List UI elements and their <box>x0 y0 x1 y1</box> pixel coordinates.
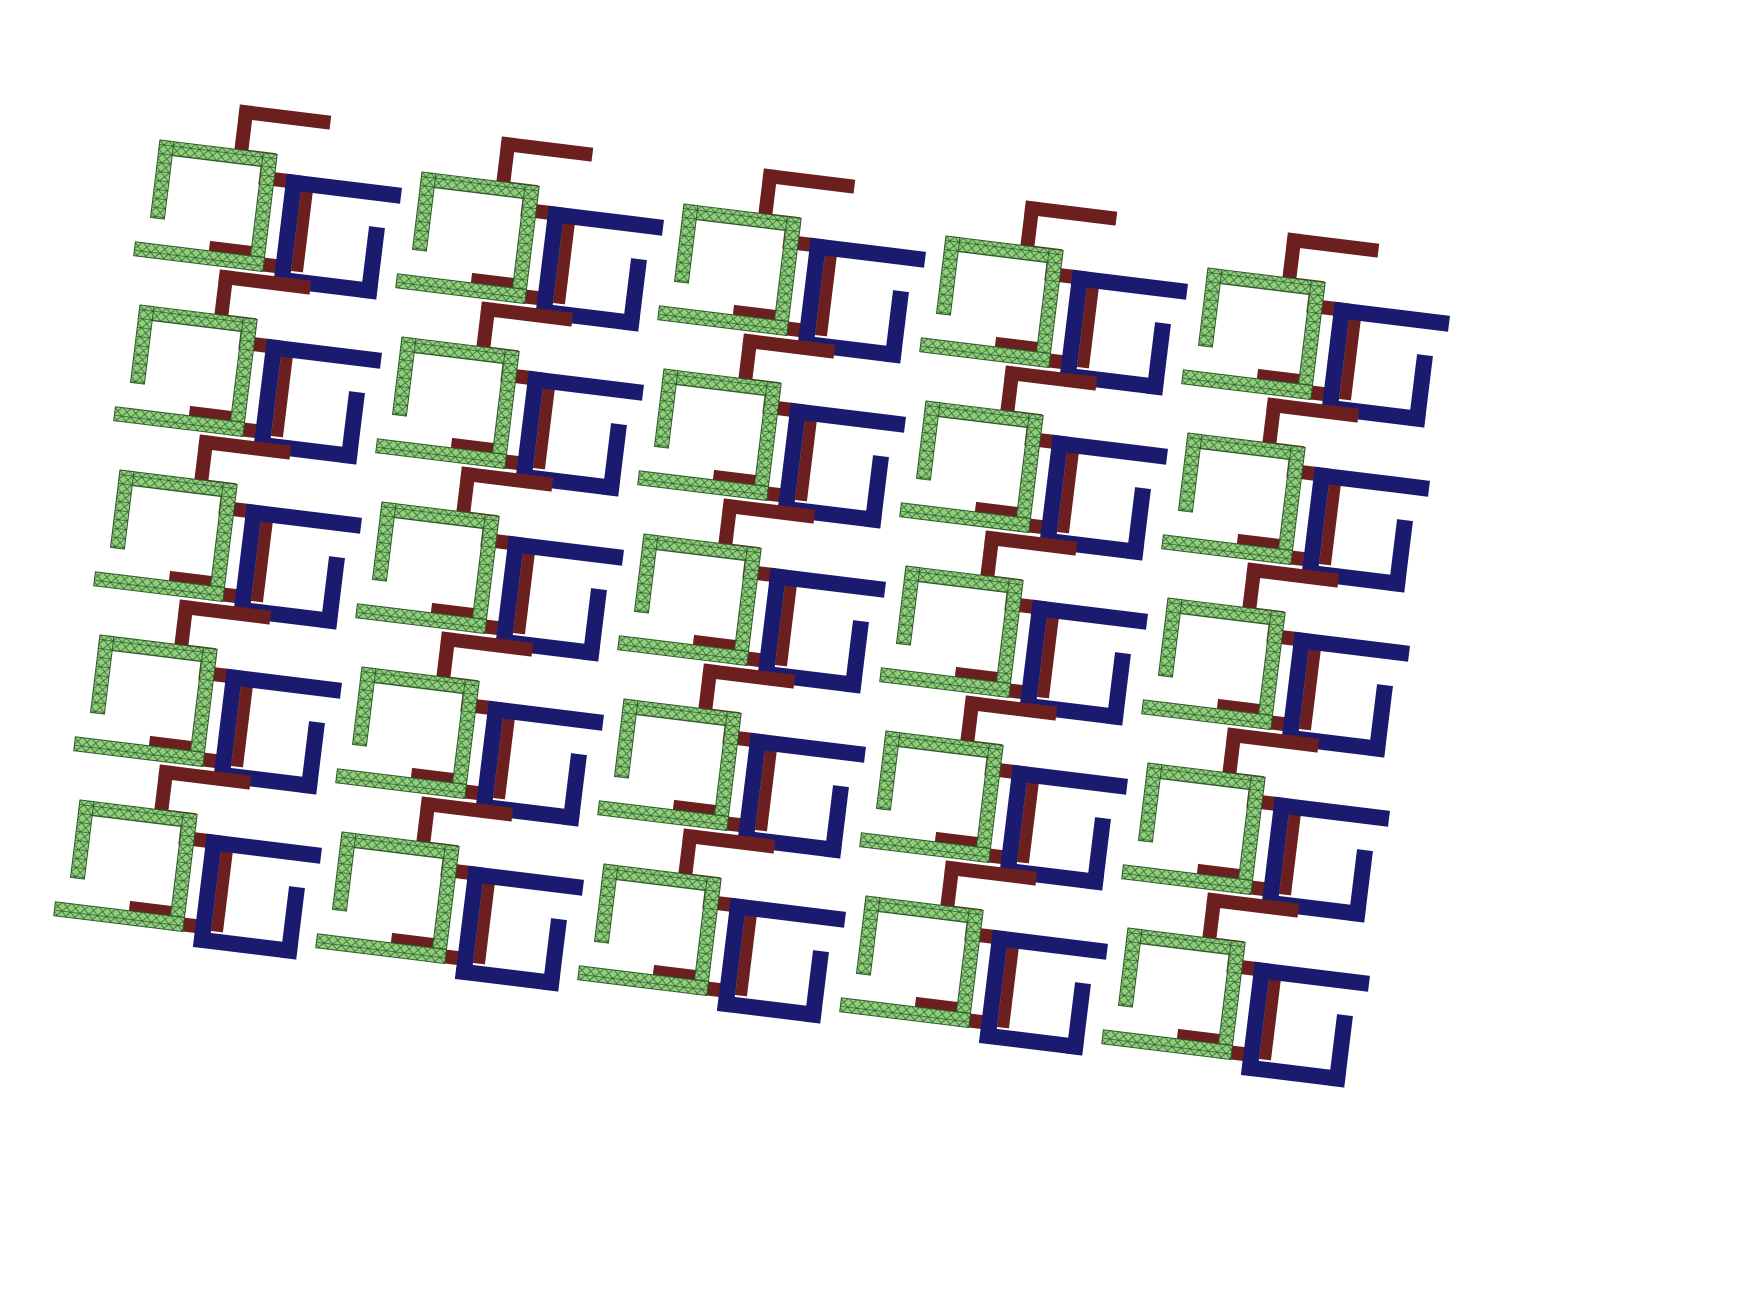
blue-split-ring <box>998 764 1128 891</box>
blue-split-ring <box>494 535 624 662</box>
green-split-ring <box>657 203 802 337</box>
blue-split-ring <box>534 205 664 332</box>
blue-split-ring <box>776 402 906 529</box>
blue-split-ring <box>736 732 866 859</box>
green-split-ring <box>1141 597 1286 731</box>
green-split-ring <box>617 533 762 667</box>
blue-split-ring <box>756 567 886 694</box>
green-split-ring <box>355 501 500 635</box>
unit-cell <box>919 200 1188 396</box>
green-split-ring <box>839 895 984 1029</box>
green-split-ring <box>1161 432 1306 566</box>
blue-split-ring <box>192 833 322 960</box>
unit-cell <box>577 828 846 1024</box>
green-split-ring <box>395 171 540 305</box>
blue-split-ring <box>1058 269 1188 396</box>
unit-cell <box>395 136 664 332</box>
green-split-ring <box>1181 267 1326 401</box>
green-split-ring <box>335 666 480 800</box>
green-split-ring <box>315 831 460 965</box>
green-split-ring <box>1101 927 1246 1061</box>
blue-split-ring <box>1260 796 1390 923</box>
blue-split-ring <box>514 370 644 497</box>
blue-split-ring <box>1018 599 1148 726</box>
blue-split-ring <box>796 237 926 364</box>
unit-cell <box>335 631 604 827</box>
green-split-ring <box>859 730 1004 864</box>
blue-split-ring <box>1038 434 1168 561</box>
green-split-ring <box>53 799 198 933</box>
unit-cell <box>1121 727 1390 923</box>
blue-split-ring <box>272 173 402 300</box>
unit-cell <box>355 466 624 662</box>
blue-split-ring <box>232 503 362 630</box>
blue-split-ring <box>978 929 1108 1056</box>
green-split-ring <box>133 139 278 273</box>
unit-cell <box>879 530 1148 726</box>
green-split-ring <box>1121 762 1266 896</box>
green-split-ring <box>113 304 258 438</box>
unit-cell <box>113 269 382 465</box>
green-split-ring <box>899 400 1044 534</box>
unit-cell <box>53 764 322 960</box>
unit-cell <box>657 168 926 364</box>
green-split-ring <box>919 235 1064 369</box>
unit-cell <box>315 796 584 992</box>
unit-cell <box>859 695 1128 891</box>
unit-cell <box>93 434 362 630</box>
unit-cell <box>899 365 1168 561</box>
unit-cell <box>617 498 886 694</box>
blue-split-ring <box>1320 301 1450 428</box>
green-split-ring <box>93 469 238 603</box>
unit-cell-array <box>53 104 1450 1088</box>
green-split-ring <box>597 698 742 832</box>
blue-split-ring <box>1280 631 1410 758</box>
green-split-ring <box>879 565 1024 699</box>
unit-cell <box>637 333 906 529</box>
unit-cell <box>597 663 866 859</box>
unit-cell <box>375 301 644 497</box>
green-split-ring <box>637 368 782 502</box>
blue-split-ring <box>1300 466 1430 593</box>
unit-cell <box>839 860 1108 1056</box>
green-split-ring <box>577 863 722 997</box>
unit-cell <box>1141 562 1410 758</box>
unit-cell <box>1181 232 1450 428</box>
unit-cell <box>1161 397 1430 593</box>
unit-cell <box>1101 892 1370 1088</box>
blue-split-ring <box>716 897 846 1024</box>
green-split-ring <box>73 634 218 768</box>
blue-split-ring <box>454 865 584 992</box>
blue-split-ring <box>252 338 382 465</box>
unit-cell <box>133 104 402 300</box>
unit-cell <box>73 599 342 795</box>
blue-split-ring <box>1240 961 1370 1088</box>
blue-split-ring <box>474 700 604 827</box>
blue-split-ring <box>212 668 342 795</box>
green-split-ring <box>375 336 520 470</box>
